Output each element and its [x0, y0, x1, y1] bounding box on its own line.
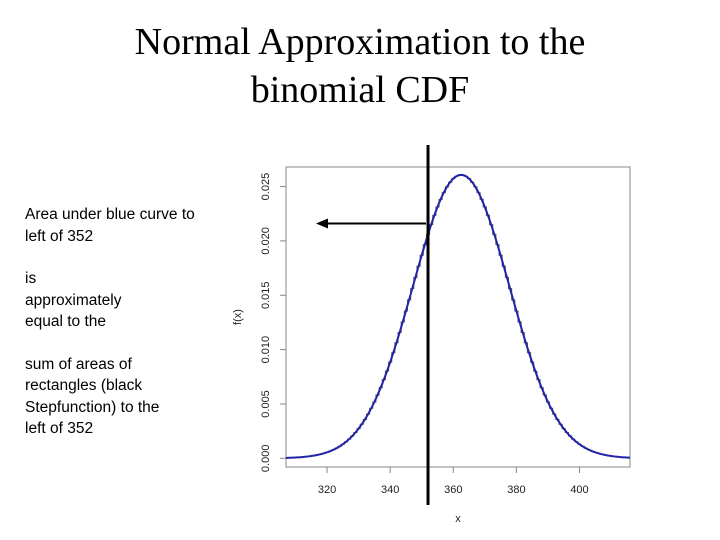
y-tick-label: 0.025 — [260, 173, 272, 201]
arrow-head — [316, 218, 328, 229]
x-ticks: 320 340 360 380 400 — [318, 467, 589, 496]
y-tick-label: 0.020 — [260, 227, 272, 255]
slide-title: Normal Approximation to the binomial CDF — [0, 18, 720, 114]
y-tick-label: 0.000 — [260, 445, 272, 473]
x-tick-label: 340 — [381, 484, 399, 496]
slide-title-line-2: binomial CDF — [250, 69, 470, 111]
plot-frame — [285, 166, 631, 468]
x-tick-label: 360 — [444, 484, 462, 496]
y-ticks: 0.000 0.005 0.010 0.015 0.020 0.025 — [260, 173, 286, 472]
note-line: Area under blue curve to — [25, 206, 195, 223]
note-line: Stepfunction) to the — [25, 398, 160, 416]
normal-curve-series — [285, 173, 631, 459]
x-tick-label: 400 — [570, 484, 588, 496]
note-line: is — [25, 270, 37, 287]
x-tick-label: 380 — [507, 484, 525, 496]
x-axis-label: x — [455, 513, 461, 525]
note-line: equal to the — [25, 313, 107, 330]
y-tick-label: 0.010 — [260, 336, 272, 364]
note-line: left of 352 — [25, 420, 94, 437]
y-tick-label: 0.015 — [260, 281, 272, 309]
y-tick-label: 0.005 — [260, 390, 272, 418]
note-line: sum of areas of — [25, 355, 132, 373]
note-line: left of 352 — [25, 227, 94, 245]
slide-title-line-1: Normal Approximation to the — [134, 21, 586, 63]
step-function-series — [287, 174, 629, 459]
explanation-text: Area under blue curve to left of 352 is … — [25, 204, 230, 440]
x-tick-label: 320 — [318, 484, 336, 496]
note-line: approximately — [25, 291, 122, 309]
note-line: rectangles (black — [25, 377, 143, 394]
y-axis-label: f(x) — [232, 309, 244, 325]
